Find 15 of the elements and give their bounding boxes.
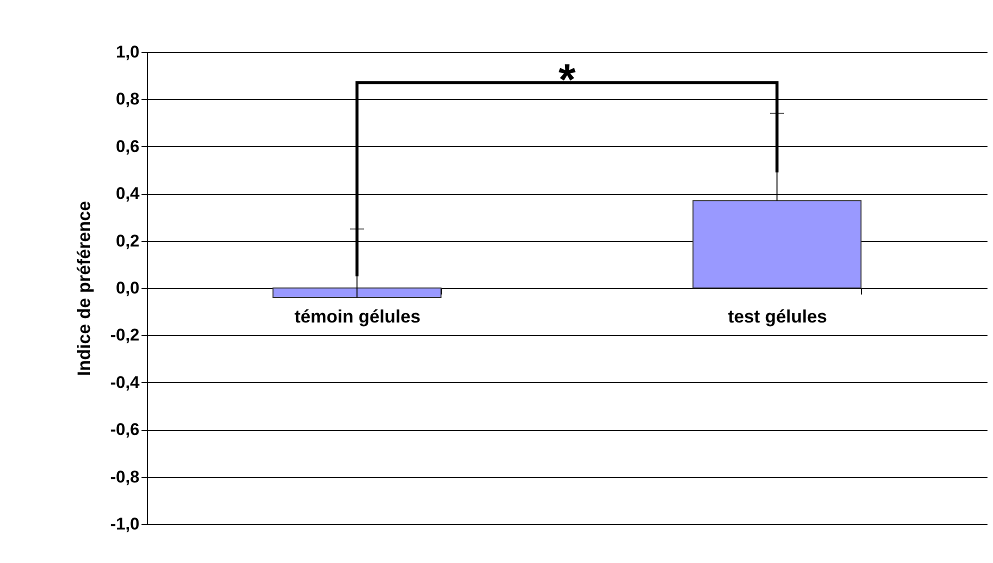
- y-tick-label: 0,2: [116, 231, 140, 250]
- y-tick-label: -0,4: [110, 372, 140, 392]
- y-tick-label: 0,6: [116, 136, 140, 156]
- y-tick-label: 0,0: [116, 278, 140, 298]
- y-tick-label: -0,8: [110, 467, 140, 486]
- annotation: *: [558, 56, 576, 105]
- y-tick-label: -0,2: [110, 326, 140, 345]
- y-tick-label: -0,6: [110, 420, 140, 440]
- y-tick-label: -1,0: [110, 514, 140, 534]
- x-tick-label: témoin gélules: [294, 306, 421, 326]
- y-tick-label: 1,0: [116, 42, 140, 62]
- x-tick-label: test gélules: [728, 306, 828, 326]
- y-axis-title: Indice de préférence: [74, 200, 94, 376]
- y-tick-label: 0,4: [116, 184, 140, 204]
- y-tick-label: 0,8: [116, 90, 140, 109]
